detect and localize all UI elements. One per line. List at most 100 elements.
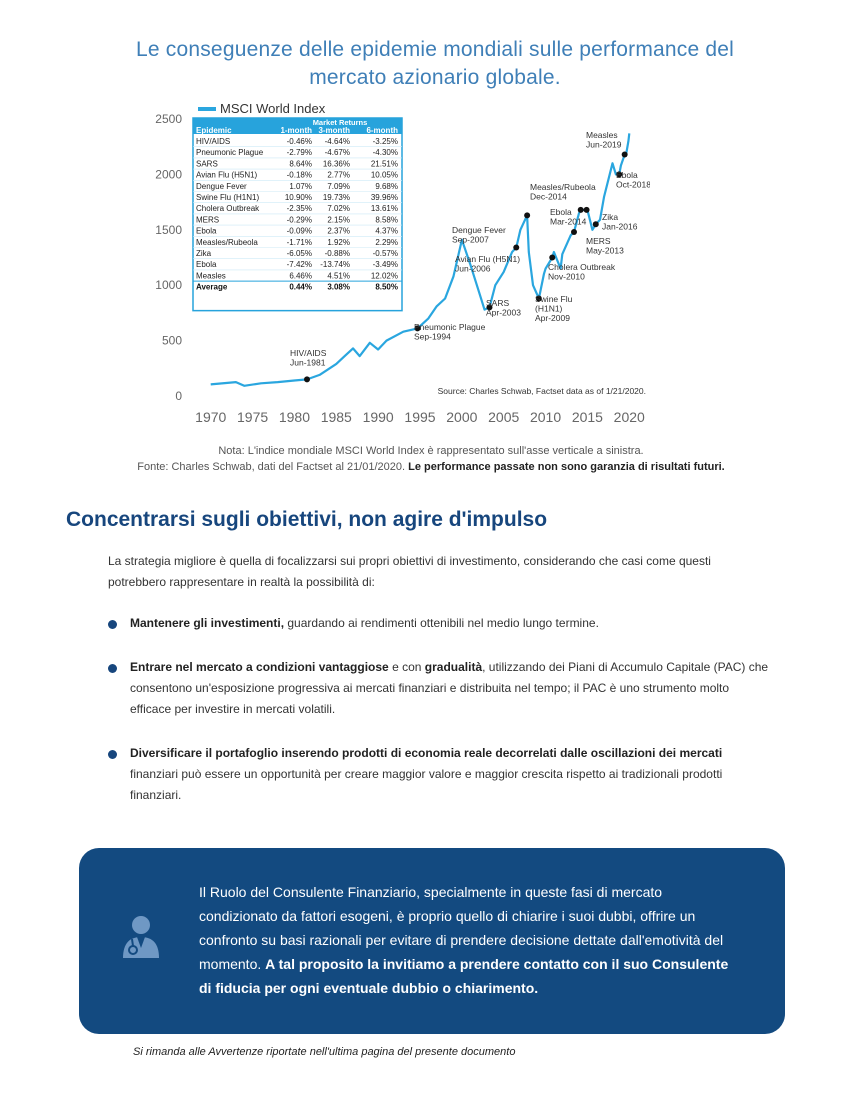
event-label: Measles/Rubeola	[530, 182, 596, 192]
table-cell: -0.88%	[325, 249, 350, 258]
table-cell: 10.90%	[285, 193, 312, 202]
callout-body: Il Ruolo del Consulente Finanziario, spe…	[199, 884, 724, 972]
table-header-bg	[193, 118, 402, 134]
y-tick-label: 2000	[155, 167, 182, 181]
x-tick-label: 2010	[530, 409, 561, 425]
event-label: Jun-2019	[586, 140, 622, 150]
table-average-cell: 3.08%	[327, 283, 350, 292]
bullet-text: finanziari può essere un opportunità per…	[130, 767, 723, 802]
table-cell: MERS	[196, 215, 219, 224]
x-tick-label: 2015	[572, 409, 603, 425]
list-item: Diversificare il portafoglio inserendo p…	[108, 743, 773, 806]
table-cell: 10.05%	[371, 171, 398, 180]
event-label: Apr-2009	[535, 313, 570, 323]
chart-source: Source: Charles Schwab, Factset data as …	[438, 386, 646, 396]
table-cell: -6.05%	[287, 249, 312, 258]
callout-cta: A tal proposito la invitiamo a prendere …	[199, 956, 729, 996]
table-cell: 21.51%	[371, 159, 398, 168]
event-label: Dec-2014	[530, 192, 567, 202]
event-label: Avian Flu (H5N1)	[455, 254, 520, 264]
footer-disclaimer: Si rimanda alle Avvertenze riportate nel…	[133, 1046, 516, 1058]
table-cell: 1.92%	[327, 238, 350, 247]
event-label: Ebola	[616, 170, 638, 180]
note-source: Fonte: Charles Schwab, dati del Factset …	[137, 461, 406, 473]
table-cell: -0.29%	[287, 215, 312, 224]
table-cell: -7.42%	[287, 260, 312, 269]
event-label: Zika	[602, 212, 618, 222]
y-tick-label: 1000	[155, 278, 182, 292]
event-label: Swine Flu	[535, 294, 573, 304]
x-tick-label: 1985	[321, 409, 352, 425]
bullet-dot	[108, 620, 117, 629]
table-cell: -4.64%	[325, 137, 350, 146]
table-cell: 4.37%	[375, 227, 398, 236]
legend-label: MSCI World Index	[220, 101, 326, 116]
table-cell: -4.30%	[373, 148, 398, 157]
table-cell: 2.37%	[327, 227, 350, 236]
bullet-dot	[108, 664, 117, 673]
table-cell: -0.18%	[287, 171, 312, 180]
table-average-cell: Average	[196, 283, 228, 292]
table-cell: -0.09%	[287, 227, 312, 236]
table-cell: -0.46%	[287, 137, 312, 146]
table-cell: 4.51%	[327, 271, 350, 280]
event-label: Sep-2007	[452, 235, 489, 245]
table-cell: 9.68%	[375, 182, 398, 191]
event-marker	[304, 376, 310, 383]
x-tick-label: 2005	[488, 409, 519, 425]
event-label: HIV/AIDS	[290, 348, 327, 358]
event-label: Nov-2010	[548, 272, 585, 282]
table-cell: -2.79%	[287, 148, 312, 157]
table-cell: 6.46%	[289, 271, 312, 280]
table-cell: HIV/AIDS	[196, 137, 230, 146]
event-label: MERS	[586, 236, 611, 246]
event-label: Jan-2016	[602, 222, 638, 232]
x-tick-label: 2020	[614, 409, 645, 425]
table-cell: 2.29%	[375, 238, 398, 247]
table-column-header: 3-month	[318, 126, 350, 135]
table-cell: -1.71%	[287, 238, 312, 247]
bullet-bold: Diversificare il portafoglio inserendo p…	[130, 746, 723, 760]
table-cell: Ebola	[196, 227, 217, 236]
table-border	[192, 117, 403, 312]
table-cell: -13.74%	[320, 260, 350, 269]
x-tick-label: 1975	[237, 409, 268, 425]
table-cell: -2.35%	[287, 204, 312, 213]
chart-note: Nota: L'indice mondiale MSCI World Index…	[60, 443, 802, 475]
x-tick-label: 1970	[195, 409, 226, 425]
advisor-callout: Il Ruolo del Consulente Finanziario, spe…	[79, 848, 785, 1034]
event-marker	[616, 171, 623, 178]
event-label: Measles	[586, 130, 618, 140]
event-marker	[414, 325, 421, 332]
table-cell: 39.96%	[371, 193, 398, 202]
event-marker	[513, 244, 520, 251]
event-marker	[549, 254, 556, 261]
event-label: Sep-1994	[414, 332, 451, 342]
event-label: Jun-2006	[455, 264, 491, 274]
bullet-text: , utilizzando dei Piani di Accumulo Capi…	[130, 660, 769, 716]
event-marker	[592, 221, 599, 228]
table-cell: 12.02%	[371, 271, 398, 280]
table-cell: Swine Flu (H1N1)	[196, 193, 259, 202]
series-line	[210, 133, 631, 387]
section-heading: Concentrarsi sugli obiettivi, non agire …	[66, 508, 548, 531]
table-cell: 2.77%	[327, 171, 350, 180]
table-column-header: Epidemic	[196, 126, 232, 135]
x-tick-label: 1995	[404, 409, 435, 425]
event-label: (H1N1)	[535, 304, 563, 314]
event-marker	[583, 206, 590, 213]
table-average-cell: 0.44%	[289, 283, 312, 292]
event-marker	[621, 151, 628, 158]
bullet-text: guardando ai rendimenti ottenibili nel m…	[284, 616, 599, 630]
page-title: Le conseguenze delle epidemie mondiali s…	[135, 38, 735, 89]
table-cell: 7.02%	[327, 204, 350, 213]
callout-text: Il Ruolo del Consulente Finanziario, spe…	[199, 880, 744, 1000]
table-cell: Measles	[196, 271, 226, 280]
x-tick-label: 1990	[363, 409, 394, 425]
list-item: Mantenere gli investimenti, guardando ai…	[108, 613, 773, 634]
bullet-bold: Entrare nel mercato a condizioni vantagg…	[130, 660, 389, 674]
note-line-1: Nota: L'indice mondiale MSCI World Index…	[218, 445, 644, 457]
event-label: Mar-2014	[550, 217, 587, 227]
event-label: Ebola	[550, 207, 572, 217]
bullet-bold: Mantenere gli investimenti,	[130, 616, 285, 630]
